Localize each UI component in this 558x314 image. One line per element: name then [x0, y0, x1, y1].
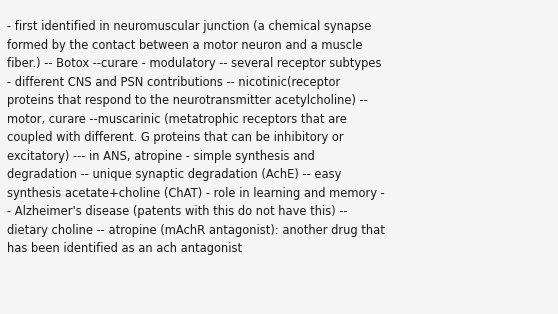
Text: - first identified in neuromuscular junction (a chemical synapse
formed by the c: - first identified in neuromuscular junc…: [7, 20, 384, 255]
